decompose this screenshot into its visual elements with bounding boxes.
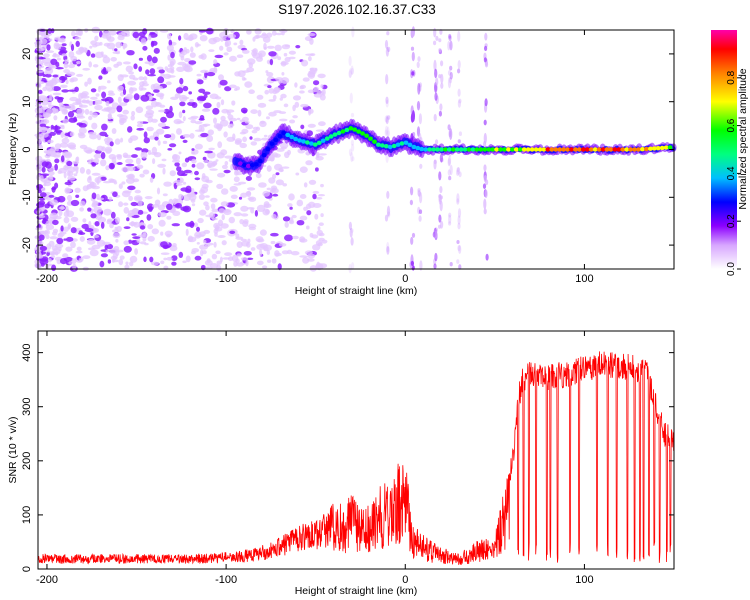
spectrogram-ridge — [232, 118, 677, 177]
spectrogram-y-ticks: -20 -10 0 10 20 — [21, 48, 674, 253]
y-tick-label: 200 — [21, 452, 33, 470]
x-tick-label: 100 — [575, 273, 593, 285]
y-tick-label: 400 — [21, 343, 33, 361]
colorbar-tick-label: 0.0 — [726, 262, 737, 276]
snr-series-line — [37, 351, 675, 565]
spectrogram-x-axis-label: Height of straight line (km) — [295, 285, 418, 297]
x-tick-label: -100 — [215, 574, 237, 586]
y-tick-label: 0 — [21, 146, 33, 152]
colorbar-tick-label: 0.2 — [726, 214, 737, 228]
x-tick-label: -100 — [215, 273, 237, 285]
colorbar-ticks: 0.0 0.2 0.4 0.6 0.8 — [726, 70, 741, 276]
y-tick-label: 300 — [21, 398, 33, 416]
colorbar-tick-label: 0.6 — [726, 118, 737, 132]
spectrogram-noise — [33, 26, 328, 272]
y-tick-label: 20 — [21, 48, 33, 60]
x-tick-label: -200 — [36, 273, 58, 285]
snr-y-axis-label: SNR (10 * v/v) — [7, 416, 19, 483]
snr-y-ticks: 0 100 200 300 400 — [21, 343, 674, 572]
y-tick-label: 10 — [21, 96, 33, 108]
colorbar-tick-label: 0.8 — [726, 70, 737, 84]
colorbar-tick-label: 0.4 — [726, 166, 737, 180]
spectrogram-y-axis-label: Frequency (Hz) — [7, 113, 19, 185]
snr-x-axis-label: Height of straight line (km) — [295, 585, 418, 597]
colorbar-label: Normalized spectral amplitude — [737, 68, 749, 209]
snr-frame — [37, 330, 675, 570]
y-tick-label: -20 — [21, 237, 33, 253]
snr-panel: -200 -100 0 100 0 100 200 300 400 Height of str… — [7, 330, 675, 597]
colorbar: 0.0 0.2 0.4 0.6 0.8 Normalized spectral ampl… — [711, 30, 749, 276]
x-tick-label: 100 — [575, 574, 593, 586]
y-tick-label: 100 — [21, 506, 33, 524]
snr-x-ticks: -200 -100 0 100 — [36, 331, 594, 586]
y-tick-label: -10 — [21, 189, 33, 205]
spectrogram-x-ticks: -200 -100 0 100 — [36, 30, 594, 285]
colorbar-gradient — [711, 30, 737, 269]
figure-title: S197.2026.102.16.37.C33 — [278, 2, 436, 17]
y-tick-label: 0 — [21, 566, 33, 572]
x-tick-label: -200 — [36, 574, 58, 586]
x-tick-label: 0 — [402, 273, 408, 285]
x-tick-label: 0 — [402, 574, 408, 586]
